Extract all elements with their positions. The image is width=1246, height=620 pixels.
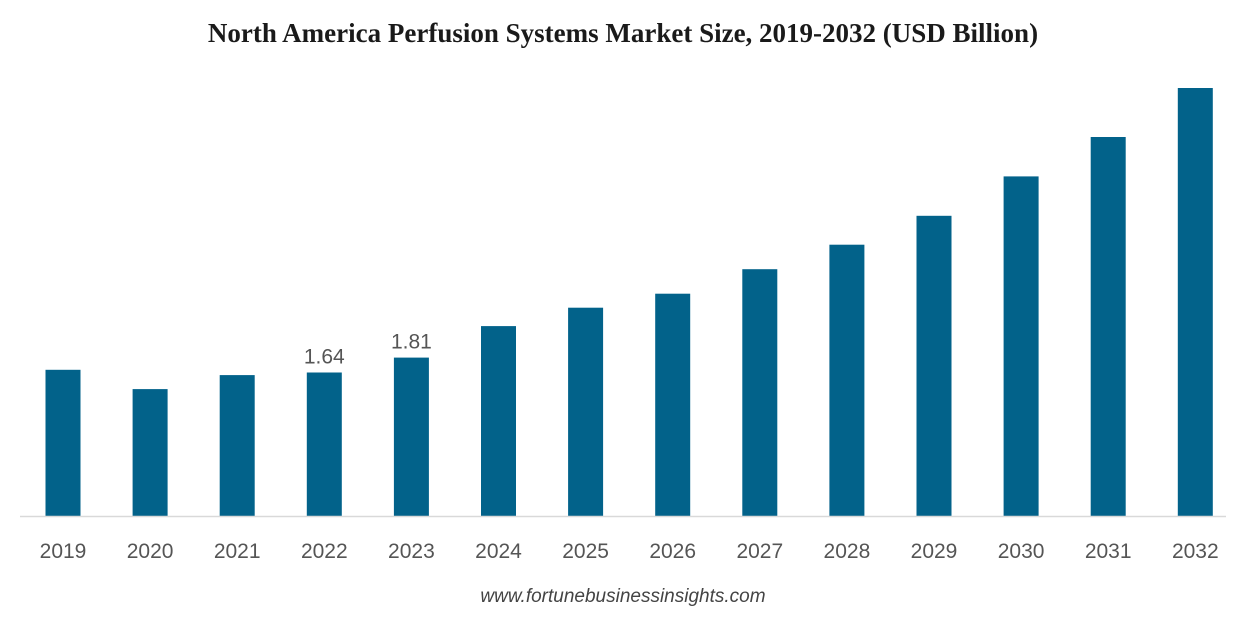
- bar-2031: [1090, 137, 1126, 516]
- chart-title: North America Perfusion Systems Market S…: [207, 18, 1039, 48]
- bar-2029: [916, 215, 952, 517]
- bar-2026: [655, 293, 691, 516]
- bar-2030: [1003, 176, 1039, 516]
- x-tick-label-2030: 2030: [998, 540, 1045, 563]
- bar-2023: [393, 357, 429, 516]
- x-tick-label-2025: 2025: [562, 540, 609, 563]
- bar-2025: [568, 307, 604, 516]
- x-tick-label-2028: 2028: [824, 540, 871, 563]
- bar-2024: [481, 326, 516, 516]
- x-tick-label-2019: 2019: [40, 540, 87, 563]
- x-tick-label-2020: 2020: [127, 540, 174, 563]
- x-tick-labels-group: 2019 2020 2021 2022 2023 2024 2025 2026 2027 2028…: [40, 540, 1219, 563]
- x-tick-label-2032: 2032: [1172, 540, 1219, 563]
- bar-2020: [132, 389, 168, 516]
- x-tick-label-2026: 2026: [649, 540, 696, 563]
- bars-group: [45, 88, 1213, 517]
- x-tick-label-2031: 2031: [1085, 540, 1132, 563]
- data-label-2022: 1.64: [304, 346, 345, 369]
- bar-2028: [829, 244, 865, 516]
- source-note: www.fortunebusinessinsights.com: [480, 586, 766, 607]
- x-tick-label-2022: 2022: [301, 540, 348, 563]
- x-tick-label-2024: 2024: [475, 540, 522, 563]
- bar-2021: [219, 375, 255, 516]
- x-tick-label-2023: 2023: [388, 540, 435, 563]
- x-tick-label-2021: 2021: [214, 540, 261, 563]
- data-labels-group: 1.64 1.81: [304, 331, 432, 369]
- data-label-2023: 1.81: [391, 331, 432, 354]
- x-tick-label-2027: 2027: [736, 540, 783, 563]
- x-tick-label-2029: 2029: [911, 540, 958, 563]
- bar-2027: [742, 269, 778, 516]
- bar-2032: [1177, 88, 1213, 516]
- bar-2019: [45, 369, 81, 516]
- bar-2022: [306, 372, 342, 516]
